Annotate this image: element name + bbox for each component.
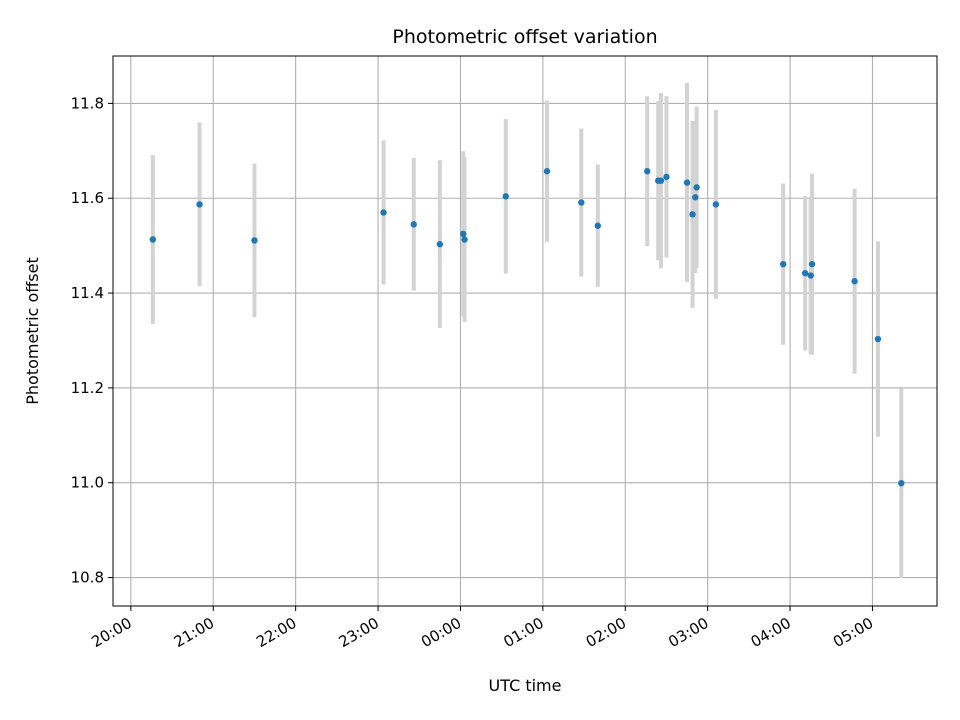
data-point <box>692 194 699 201</box>
data-point <box>436 241 444 248</box>
x-tick-label: 02:00 <box>583 614 629 651</box>
grid-lines <box>113 56 937 606</box>
x-tick-label: 00:00 <box>418 614 464 651</box>
data-point <box>689 211 696 218</box>
data-point <box>502 193 509 200</box>
y-tick-label: 11.8 <box>71 94 104 112</box>
data-point <box>807 272 814 279</box>
x-tick-label: 04:00 <box>748 614 794 651</box>
x-tick-label: 05:00 <box>830 614 876 651</box>
data-point <box>543 168 551 175</box>
y-tick-label: 10.8 <box>71 569 104 587</box>
y-tick-label: 11.2 <box>71 379 104 397</box>
y-tick-label: 11.0 <box>71 474 104 492</box>
data-point <box>380 209 387 216</box>
y-axis-ticks: 10.8 11.0 11.2 11.4 11.6 11.8 <box>71 94 113 587</box>
y-axis-label: Photometric offset <box>23 257 42 405</box>
chart-title: Photometric offset variation <box>392 26 657 48</box>
x-tick-label: 22:00 <box>253 614 299 651</box>
data-point <box>851 278 858 285</box>
data-point <box>693 184 700 191</box>
data-point <box>461 236 468 243</box>
data-point <box>779 260 787 268</box>
x-tick-label: 21:00 <box>171 614 217 651</box>
data-point <box>410 221 417 228</box>
x-axis-ticks: 20:00 21:00 22:00 23:00 00:00 01:00 02:00 03:00… <box>88 606 876 651</box>
data-point <box>712 201 720 208</box>
y-tick-label: 11.4 <box>71 284 104 302</box>
data-point <box>251 237 258 244</box>
data-point <box>594 222 601 229</box>
x-tick-label: 20:00 <box>88 614 134 651</box>
data-points <box>149 168 905 487</box>
x-tick-label: 03:00 <box>665 614 711 651</box>
x-axis-label: UTC time <box>489 676 562 695</box>
error-bars <box>150 83 904 579</box>
data-point <box>149 236 157 243</box>
data-point <box>196 201 203 208</box>
data-point <box>801 269 809 277</box>
data-point <box>644 168 651 175</box>
data-point <box>657 177 665 184</box>
data-point <box>874 335 882 343</box>
data-point <box>683 179 691 186</box>
data-point <box>578 199 585 206</box>
y-tick-label: 11.6 <box>71 189 104 207</box>
plot-area-frame <box>112 55 938 607</box>
data-point <box>808 260 816 268</box>
x-tick-label: 23:00 <box>336 614 382 651</box>
x-tick-label: 01:00 <box>500 614 546 651</box>
data-point <box>460 230 467 238</box>
data-point <box>898 479 905 487</box>
data-point <box>663 173 670 181</box>
